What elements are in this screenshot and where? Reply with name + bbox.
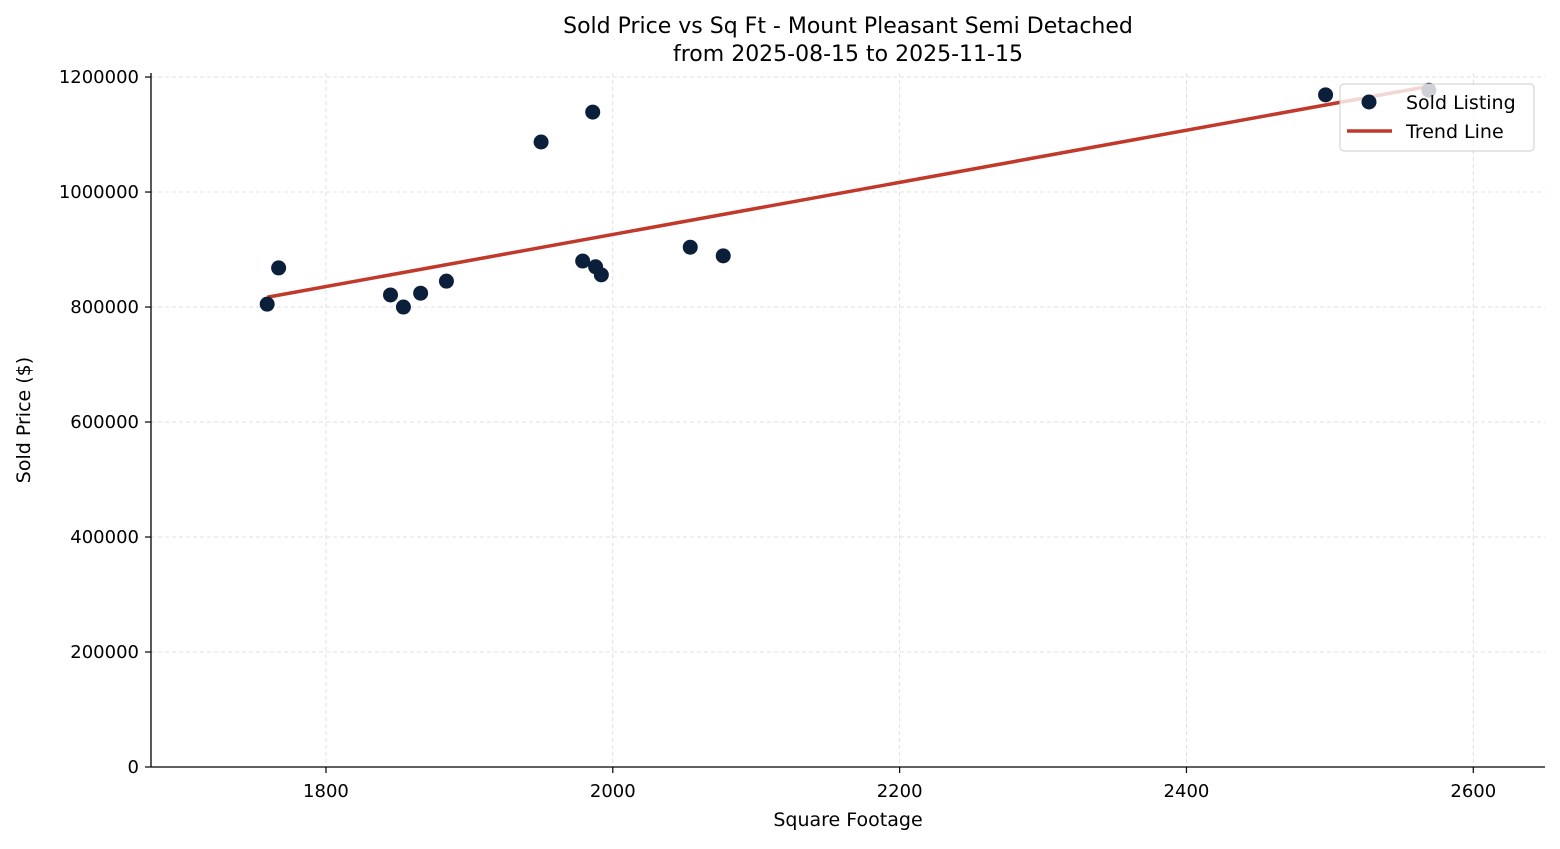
sold-listing-point	[438, 273, 454, 289]
legend-marker-sold-listing	[1361, 94, 1377, 110]
legend: Sold Listing Trend Line	[1339, 83, 1535, 152]
sold-listing-point	[715, 248, 731, 264]
y-tick-label: 1200000	[59, 67, 139, 88]
sold-listing-point	[395, 299, 411, 315]
chart-title: Sold Price vs Sq Ft - Mount Pleasant Sem…	[563, 14, 1133, 39]
trend-line-group	[266, 84, 1430, 299]
x-tick-label: 2400	[1164, 781, 1210, 802]
y-axis-label: Sold Price ($)	[13, 357, 35, 483]
y-tick-label: 0	[128, 757, 139, 778]
legend-label-trend-line: Trend Line	[1405, 121, 1504, 143]
sold-listing-point	[1318, 87, 1334, 103]
x-tick-label: 2000	[590, 781, 636, 802]
sold-listing-point	[585, 104, 601, 120]
trend-line	[266, 84, 1430, 299]
sold-listing-point	[593, 267, 609, 283]
legend-label-sold-listing: Sold Listing	[1406, 92, 1516, 114]
sold-listing-point	[413, 285, 429, 301]
x-axis-label: Square Footage	[773, 809, 922, 831]
y-tick-label: 400000	[70, 527, 139, 548]
sold-listing-point	[682, 239, 698, 255]
y-tick-label: 800000	[70, 297, 139, 318]
x-tick-label: 2600	[1450, 781, 1496, 802]
y-ticks: 0 200000 400000 600000 800000 1000000 1200000	[59, 67, 151, 778]
x-tick-label: 1800	[303, 781, 349, 802]
grid	[151, 73, 1545, 767]
x-tick-label: 2200	[877, 781, 923, 802]
sold-listing-point	[383, 287, 399, 303]
x-ticks: 1800 2000 2200 2400 2600	[303, 767, 1496, 802]
sold-listing-point	[271, 260, 287, 276]
points-group	[259, 82, 1437, 315]
sold-listing-point	[575, 253, 591, 269]
y-tick-label: 1000000	[59, 182, 139, 203]
sold-listing-point	[533, 134, 549, 150]
y-tick-label: 600000	[70, 412, 139, 433]
legend-box	[1339, 83, 1535, 152]
y-tick-label: 200000	[70, 642, 139, 663]
sold-listing-point	[259, 296, 275, 312]
chart-subtitle: from 2025-08-15 to 2025-11-15	[673, 42, 1023, 67]
